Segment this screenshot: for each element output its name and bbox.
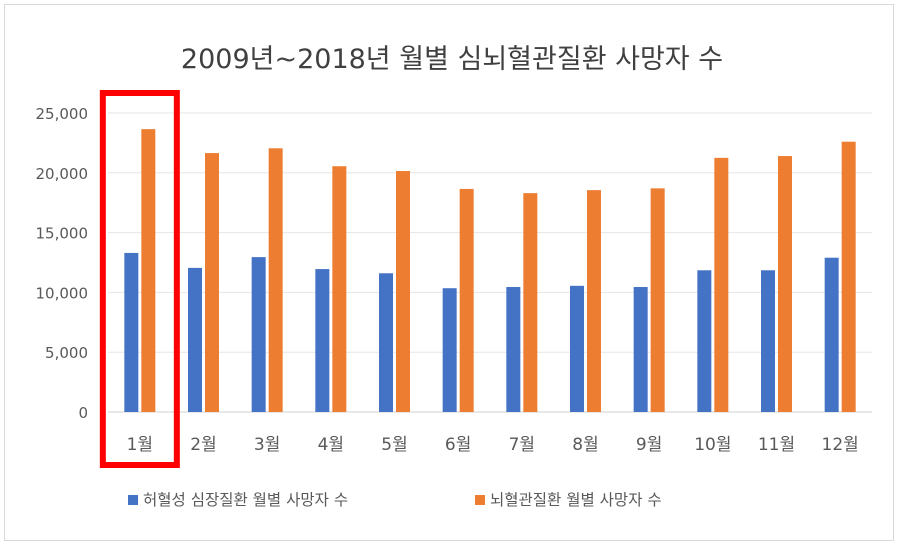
y-tick-label: 5,000 [45, 344, 88, 362]
legend-label: 허혈성 심장질환 월별 사망자 수 [143, 491, 348, 509]
bar-ischemic-9 [633, 287, 648, 412]
y-tick-label: 0 [78, 404, 88, 422]
chart-frame [4, 4, 894, 541]
x-tick-label: 8월 [572, 435, 598, 455]
bar-ischemic-3 [251, 257, 266, 412]
y-tick-label: 20,000 [36, 165, 89, 183]
x-tick-label: 7월 [509, 435, 535, 455]
bar-cerebro-3 [268, 148, 283, 413]
bar-cerebro-7 [523, 193, 538, 412]
bar-ischemic-2 [188, 267, 202, 412]
bar-cerebro-9 [650, 188, 665, 412]
x-tick-label: 9월 [636, 435, 662, 455]
legend-swatch [475, 495, 485, 505]
y-tick-label: 10,000 [36, 284, 89, 302]
bar-cerebro-4 [332, 166, 347, 412]
bar-ischemic-1 [124, 252, 139, 412]
x-tick-label: 6월 [445, 435, 471, 455]
bar-ischemic-11 [761, 270, 775, 412]
bar-ischemic-6 [442, 288, 457, 412]
x-tick-label: 12월 [822, 435, 859, 455]
bar-ischemic-12 [824, 257, 839, 412]
bar-cerebro-2 [205, 153, 219, 413]
bar-cerebro-10 [714, 157, 729, 412]
y-tick-label: 15,000 [36, 225, 89, 243]
bar-ischemic-8 [570, 285, 584, 412]
chart-title: 2009년~2018년 월별 심뇌혈관질환 사망자 수 [181, 44, 723, 75]
bar-ischemic-7 [506, 287, 521, 412]
x-tick-label: 3월 [254, 435, 280, 455]
bar-cerebro-8 [587, 190, 601, 412]
bar-cerebro-1 [141, 129, 156, 412]
x-tick-label: 11월 [758, 435, 795, 455]
x-tick-label: 2월 [190, 435, 216, 455]
y-tick-label: 25,000 [36, 105, 89, 123]
x-tick-label: 5월 [381, 435, 407, 455]
bar-cerebro-11 [778, 156, 792, 412]
bar-cerebro-5 [396, 171, 410, 412]
x-tick-label: 1월 [127, 435, 153, 455]
bar-cerebro-6 [459, 188, 474, 412]
bar-ischemic-10 [697, 270, 712, 412]
legend-label: 뇌혈관질환 월별 사망자 수 [490, 491, 662, 509]
x-tick-label: 10월 [694, 435, 731, 455]
legend-swatch [128, 495, 138, 505]
x-tick-label: 4월 [318, 435, 344, 455]
highlight-box [99, 90, 180, 468]
bar-ischemic-5 [379, 273, 393, 412]
bar-ischemic-4 [315, 269, 330, 412]
bar-cerebro-12 [841, 141, 856, 413]
